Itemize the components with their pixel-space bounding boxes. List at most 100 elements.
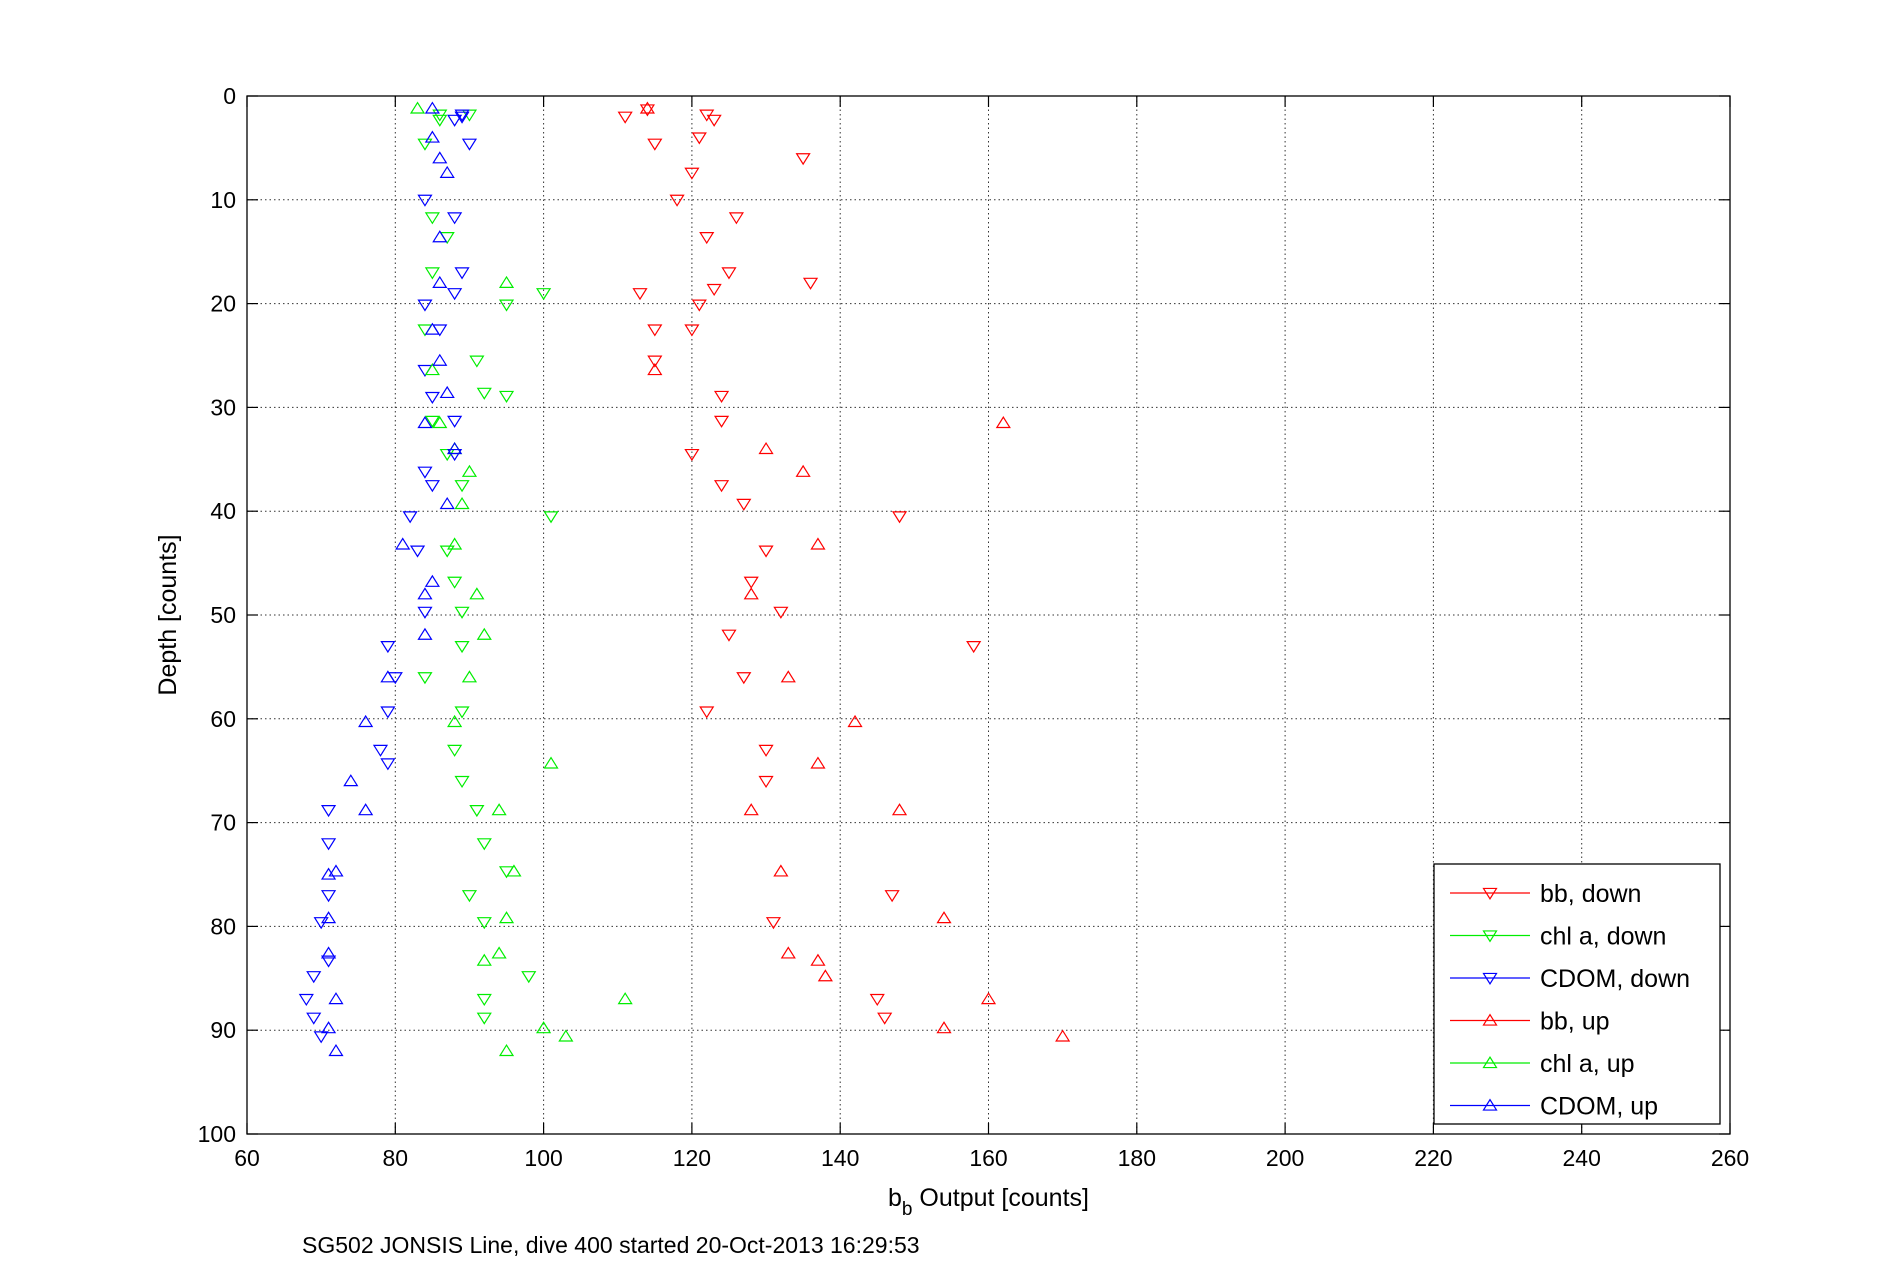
legend-marker bbox=[1482, 1098, 1498, 1111]
data-point bbox=[706, 283, 722, 297]
data-point bbox=[461, 670, 478, 683]
data-point bbox=[417, 627, 433, 640]
data-point bbox=[447, 714, 463, 728]
data-point bbox=[684, 167, 700, 180]
data-point bbox=[402, 511, 418, 524]
data-point bbox=[409, 545, 426, 558]
legend-marker bbox=[1482, 887, 1498, 900]
data-point bbox=[454, 111, 470, 124]
data-point bbox=[810, 756, 826, 769]
data-point bbox=[543, 511, 559, 524]
data-point bbox=[328, 864, 344, 877]
y-tick-label: 0 bbox=[223, 83, 236, 109]
data-point bbox=[795, 153, 811, 166]
data-point bbox=[417, 466, 433, 479]
legend-marker bbox=[1482, 1056, 1498, 1069]
data-point bbox=[439, 385, 455, 399]
x-axis-label-main: b bbox=[888, 1184, 902, 1212]
data-point bbox=[469, 587, 485, 600]
data-point bbox=[639, 104, 655, 117]
data-point bbox=[721, 629, 737, 642]
data-point bbox=[454, 606, 470, 619]
data-point bbox=[498, 911, 515, 924]
data-point bbox=[706, 114, 722, 127]
data-point bbox=[439, 165, 455, 178]
legend-label: chl a, down bbox=[1540, 923, 1666, 951]
data-point bbox=[536, 1021, 552, 1034]
data-point bbox=[699, 232, 715, 245]
data-point bbox=[521, 971, 537, 984]
data-point bbox=[699, 706, 715, 719]
data-point bbox=[447, 537, 463, 550]
data-point bbox=[995, 415, 1011, 429]
series-4 bbox=[409, 101, 633, 1057]
data-point bbox=[758, 744, 774, 757]
caption: SG502 JONSIS Line, dive 400 started 20-O… bbox=[302, 1232, 920, 1258]
data-point bbox=[424, 574, 440, 587]
data-point bbox=[476, 1012, 492, 1025]
y-tick-label: 20 bbox=[210, 291, 236, 317]
data-point bbox=[647, 363, 663, 376]
data-point bbox=[328, 992, 344, 1005]
x-tick-label: 260 bbox=[1711, 1145, 1749, 1171]
data-point bbox=[432, 151, 448, 164]
data-point bbox=[320, 911, 337, 924]
data-point bbox=[461, 138, 478, 151]
data-point bbox=[424, 363, 440, 376]
data-point bbox=[343, 774, 359, 787]
data-point bbox=[817, 969, 833, 982]
x-tick-label: 160 bbox=[969, 1145, 1007, 1171]
data-point bbox=[432, 415, 448, 429]
data-point bbox=[424, 267, 440, 280]
y-tick-label: 70 bbox=[210, 810, 236, 836]
data-point bbox=[966, 640, 982, 654]
y-tick-label: 60 bbox=[210, 706, 236, 732]
data-point bbox=[476, 627, 492, 640]
data-point bbox=[713, 390, 730, 403]
data-point bbox=[432, 230, 448, 243]
data-point bbox=[617, 111, 633, 124]
data-point bbox=[936, 1021, 952, 1034]
x-tick-label: 120 bbox=[673, 1145, 711, 1171]
data-point bbox=[543, 756, 559, 769]
series-5 bbox=[320, 101, 463, 1057]
x-tick-label: 200 bbox=[1266, 1145, 1304, 1171]
data-point bbox=[691, 299, 707, 312]
data-point bbox=[320, 838, 337, 851]
data-point bbox=[454, 775, 470, 789]
data-point bbox=[328, 1043, 344, 1057]
data-point bbox=[424, 130, 440, 143]
data-point bbox=[491, 946, 507, 959]
series-0 bbox=[617, 104, 982, 1025]
legend-box bbox=[1433, 863, 1721, 1125]
data-point bbox=[417, 672, 433, 685]
data-point bbox=[424, 415, 440, 428]
data-point bbox=[773, 864, 789, 877]
data-point bbox=[736, 498, 752, 511]
data-point bbox=[476, 387, 492, 400]
data-point bbox=[810, 537, 826, 550]
data-point bbox=[380, 758, 396, 771]
data-point bbox=[773, 606, 789, 619]
data-point bbox=[780, 946, 796, 959]
series-2 bbox=[298, 109, 478, 1044]
data-point bbox=[743, 803, 759, 816]
data-point bbox=[491, 803, 507, 816]
data-point bbox=[558, 1029, 574, 1042]
data-point bbox=[358, 714, 374, 728]
data-point bbox=[454, 267, 470, 280]
y-tick-label: 90 bbox=[210, 1017, 236, 1043]
data-point bbox=[758, 545, 774, 558]
data-point bbox=[320, 946, 337, 959]
data-point bbox=[743, 576, 759, 589]
data-point bbox=[795, 464, 811, 477]
x-tick-label: 240 bbox=[1563, 1145, 1601, 1171]
data-point bbox=[320, 955, 337, 968]
data-point bbox=[454, 496, 470, 510]
data-point bbox=[417, 415, 433, 429]
data-point bbox=[713, 415, 730, 428]
data-point bbox=[506, 864, 522, 877]
data-point bbox=[758, 775, 774, 789]
data-point bbox=[476, 838, 492, 851]
legend-label: bb, down bbox=[1540, 880, 1641, 908]
